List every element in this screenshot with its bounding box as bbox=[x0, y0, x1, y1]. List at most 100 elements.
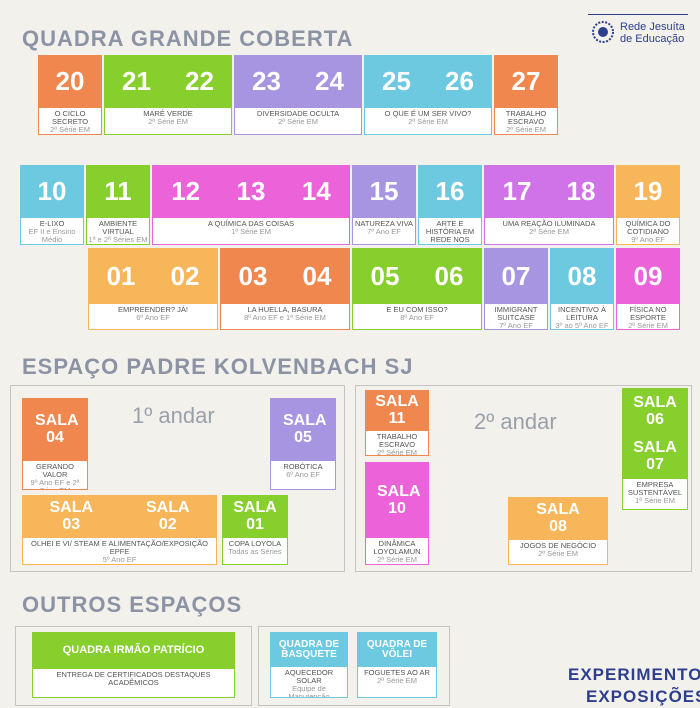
booth: 12 13 14 A QUÍMICA DAS COISAS 1ª Série EM bbox=[152, 165, 350, 245]
booth-label: 03 bbox=[238, 260, 268, 291]
booth-header: SALA 04 bbox=[23, 399, 87, 461]
booth: 11 AMBIENTE VIRTUAL 1ª e 2ª Séries EM bbox=[86, 165, 150, 245]
legend-text: EXPERIMENTOS bbox=[568, 665, 700, 684]
booth-label: 27 bbox=[511, 66, 541, 97]
booth-header: 09 bbox=[617, 249, 679, 304]
booth-header: QUADRA IRMÃO PATRÍCIO bbox=[33, 633, 234, 669]
booth-header: 07 bbox=[485, 249, 547, 304]
section-title: OUTROS ESPAÇOS bbox=[22, 592, 243, 617]
booth-grade: 1ª Série EM bbox=[635, 495, 675, 505]
legend: EXPERIMENTOS EXPOSIÇÕES bbox=[568, 664, 700, 708]
booth-label: 19 bbox=[633, 176, 663, 207]
booth-grade: 2ª Série EM bbox=[278, 116, 318, 126]
booth-title: UMA REAÇÃO ILUMINADA bbox=[502, 219, 596, 228]
booth-grade: 6º Ano EF bbox=[286, 469, 320, 479]
booth-title: EMPRESA SUSTENTÁVEL bbox=[627, 480, 683, 497]
booth-header: 10 bbox=[21, 166, 83, 218]
booth-label: 10 bbox=[37, 176, 67, 207]
booth-header: SALA 08 bbox=[509, 498, 607, 540]
booth: SALA 05 ROBÓTICA 6º Ano EF bbox=[270, 398, 336, 490]
booth-grade: 2ª Série EM bbox=[377, 447, 417, 456]
booth-title: E EU COM ISSO? bbox=[386, 305, 448, 314]
booth-grade: 2ª Série EM bbox=[377, 675, 417, 685]
logo-text: de Educação bbox=[620, 33, 685, 45]
booth-title: O QUE É UM SER VIVO? bbox=[384, 109, 472, 118]
booth: QUADRA IRMÃO PATRÍCIO ENTREGA DE CERTIFIC… bbox=[32, 632, 235, 698]
booth-label: 24 bbox=[315, 66, 344, 97]
booth-label: SALA 11 bbox=[375, 393, 419, 427]
booth: SALA 06 SALA 07 EMPRESA SUSTENTÁVEL 1ª Séri… bbox=[622, 388, 688, 510]
booth-title: JOGOS DE NEGÓCIO bbox=[519, 541, 597, 550]
booth-grade: 1ª Série EM bbox=[231, 226, 271, 236]
booth-header: 21 22 bbox=[105, 56, 231, 108]
booth-title: LA HUELLA, BASURA bbox=[247, 305, 323, 314]
booth-grade: 2ª Série EM bbox=[148, 116, 188, 126]
booth-label: 13 bbox=[236, 176, 266, 207]
booth: 10 E-LIXO EF II e Ensino Médio bbox=[20, 165, 84, 245]
booth-header: 17 18 bbox=[485, 166, 613, 218]
booth-label: 04 bbox=[302, 260, 332, 291]
booth-label: SALA 02 bbox=[145, 499, 190, 533]
booth-grade: 1ª e 2ª Séries EM bbox=[88, 234, 148, 244]
booth-header: 25 26 bbox=[365, 56, 491, 108]
booth-header: 19 bbox=[617, 166, 679, 218]
booth: 20 O CICLO SECRETO 2ª Série EM bbox=[38, 55, 102, 135]
booth-header: 15 bbox=[353, 166, 415, 218]
booth-grade: 9º Ano EF e 2ª Série EM bbox=[30, 477, 80, 489]
booth-label: 15 bbox=[369, 176, 399, 207]
booth-label: 02 bbox=[170, 260, 200, 291]
booth: SALA 03 SALA 02 OLHEI E VI/ STEAM E ALIMEN… bbox=[22, 495, 217, 565]
booth-grade: 5º Ano EF bbox=[102, 554, 137, 564]
booth: SALA 08 JOGOS DE NEGÓCIO 2ª Série EM bbox=[508, 497, 608, 565]
booth-header: 12 13 14 bbox=[153, 166, 349, 218]
booth-title: COPA LOYOLA bbox=[228, 539, 282, 548]
booth-label: SALA 06 bbox=[633, 393, 677, 428]
booth-header: 08 bbox=[551, 249, 613, 304]
booth-label: SALA 05 bbox=[283, 412, 327, 446]
floor-area bbox=[355, 385, 692, 572]
booth-title: A QUÍMICA DAS COISAS bbox=[207, 219, 295, 228]
booth-label: SALA 04 bbox=[35, 412, 79, 446]
booth: 21 22 MARÉ VERDE 2ª Série EM bbox=[104, 55, 232, 135]
section-title: QUADRA GRANDE COBERTA bbox=[22, 26, 354, 51]
booth: 25 26 O QUE É UM SER VIVO? 2ª Série EM bbox=[364, 55, 492, 135]
booth: 05 06 E EU COM ISSO? 8º Ano EF bbox=[352, 248, 482, 330]
booth-grade: 2ª Série EM bbox=[50, 124, 90, 134]
booth-label: 11 bbox=[104, 176, 132, 207]
booth: SALA 01 COPA LOYOLA Todas as Séries bbox=[222, 495, 288, 565]
booth-header: QUADRA DE BASQUETE bbox=[271, 633, 347, 667]
booth-header: 11 bbox=[87, 166, 149, 218]
booth-header: 03 04 bbox=[221, 249, 349, 304]
booth-label: 25 bbox=[382, 66, 411, 97]
booth-header: SALA 10 bbox=[366, 463, 428, 538]
booth: 15 NATUREZA VIVA 7º Ano EF bbox=[352, 165, 416, 245]
booth-header: SALA 06 SALA 07 bbox=[623, 389, 687, 479]
booth-grade: 2ª Série EM bbox=[628, 320, 668, 330]
booth: 07 IMMIGRANT SUITCASE 7º Ano EF bbox=[484, 248, 548, 330]
booth-title: O CICLO SECRETO bbox=[51, 109, 89, 126]
legend-text: EXPOSIÇÕES bbox=[586, 687, 700, 706]
booth-header: SALA 05 bbox=[271, 399, 335, 461]
booth-grade: 3º ao 5º Ano EF bbox=[555, 320, 609, 330]
floor-area bbox=[10, 385, 345, 572]
booth-label: QUADRA DE BASQUETE bbox=[278, 638, 340, 660]
booth: 03 04 LA HUELLA, BASURA 8º Ano EF e 1ª Séri… bbox=[220, 248, 350, 330]
booth-grade: 9º Ano EF bbox=[631, 234, 665, 244]
booth-header: SALA 11 bbox=[366, 391, 428, 431]
booth: 08 INCENTIVO À LEITURA 3º ao 5º Ano EF bbox=[550, 248, 614, 330]
booth-title: ENTREGA DE CERTIFICADOS DESTAQUES ACADÊM… bbox=[56, 670, 211, 687]
booth-grade: Todas as Séries bbox=[228, 546, 282, 556]
booth-label: QUADRA IRMÃO PATRÍCIO bbox=[62, 644, 205, 657]
booth-label: 12 bbox=[171, 176, 201, 207]
booth-title: AQUECEDOR SOLAR bbox=[284, 668, 334, 685]
booth-title: MARÉ VERDE bbox=[143, 109, 193, 118]
floor-label: 2º andar bbox=[474, 409, 557, 434]
booth-header: 01 02 bbox=[89, 249, 217, 304]
booth-label: 05 bbox=[370, 260, 400, 291]
booth-label: 06 bbox=[434, 260, 464, 291]
booth: QUADRA DE BASQUETE AQUECEDOR SOLAR Equipe … bbox=[270, 632, 348, 698]
booth-title: DIVERSIDADE OCULTA bbox=[256, 109, 340, 118]
booth-title: OLHEI E VI/ STEAM E ALIMENTAÇÃO/EXPOSIÇÃ… bbox=[31, 539, 208, 556]
booth: 19 QUÍMICA DO COTIDIANO 9º Ano EF bbox=[616, 165, 680, 245]
